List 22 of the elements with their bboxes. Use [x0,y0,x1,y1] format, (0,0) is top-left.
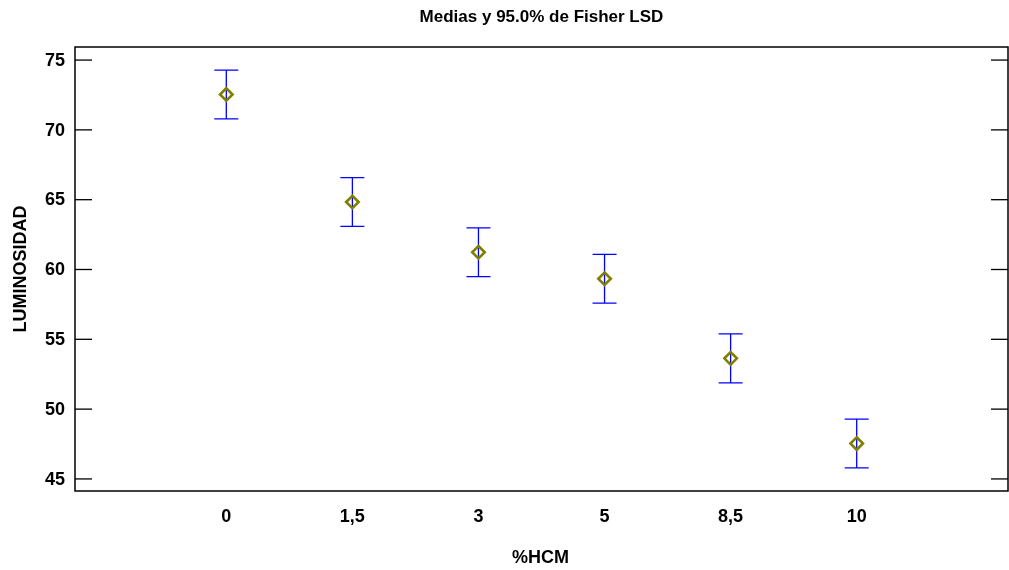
y-axis-title: LUMINOSIDAD [10,205,30,333]
point [218,86,234,103]
point [849,435,865,452]
y-tick-label: 70 [44,119,65,140]
x-tick-label: 10 [846,506,867,526]
x-tick-label: 8,5 [718,506,744,526]
y-tick-label: 75 [44,49,65,70]
x-tick-label: 3 [473,506,484,526]
point [344,194,360,210]
point [723,350,739,366]
x-tick-label: 1,5 [339,506,365,526]
point [596,271,613,287]
x-axis-title: %HCM [512,547,569,567]
x-tick-label: 5 [599,506,610,526]
x-tick-label: 0 [221,506,232,526]
y-tick-label: 60 [44,259,65,280]
y-tick-label: 45 [44,468,65,489]
y-tick-label: 50 [44,398,65,419]
chart-title: Medias y 95.0% de Fisher LSD [419,7,664,26]
y-tick-label: 55 [44,329,65,350]
point [470,244,487,260]
y-tick-label: 65 [44,189,65,210]
